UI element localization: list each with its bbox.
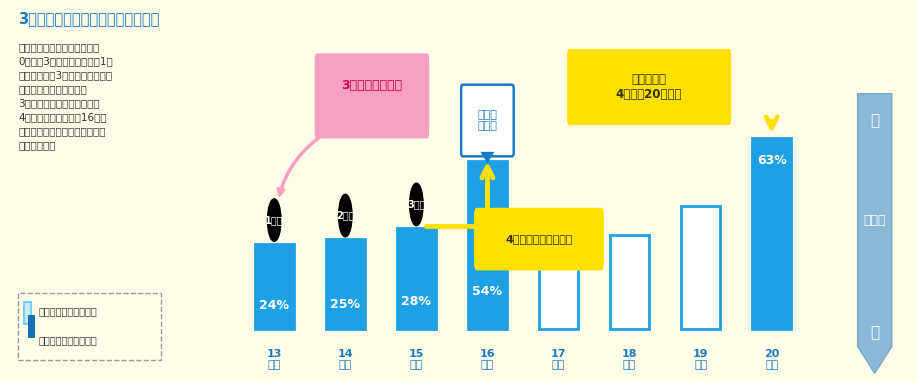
Text: 14
等級: 14 等級 — [338, 349, 353, 370]
Text: 17
等級: 17 等級 — [551, 349, 566, 370]
Text: 大: 大 — [870, 113, 879, 128]
Text: 18
等級: 18 等級 — [621, 349, 637, 370]
Text: 3等級ダウン事故発生時のイメージ: 3等級ダウン事故発生時のイメージ — [18, 11, 160, 26]
Circle shape — [409, 183, 423, 226]
Text: 63%: 63% — [756, 154, 787, 167]
Text: 「事故有」の割増引率: 「事故有」の割増引率 — [39, 335, 97, 345]
Text: 16
等級: 16 等級 — [479, 349, 495, 370]
Bar — [326, 239, 364, 329]
Text: 割引率: 割引率 — [864, 214, 886, 227]
Bar — [468, 161, 507, 329]
Bar — [28, 315, 35, 338]
Text: 「無事故」の割増引率: 「無事故」の割増引率 — [39, 306, 97, 316]
Text: 25%: 25% — [330, 298, 360, 311]
Text: 無事故なら
4年後に20等級へ: 無事故なら 4年後に20等級へ — [616, 73, 682, 101]
Text: 20
等級: 20 等級 — [764, 349, 779, 370]
Bar — [681, 206, 721, 329]
Text: 19
等級: 19 等級 — [693, 349, 709, 370]
Bar — [24, 302, 31, 324]
Text: 1年後: 1年後 — [265, 215, 284, 225]
FancyBboxPatch shape — [474, 208, 604, 270]
Text: 24%: 24% — [259, 299, 289, 312]
Bar — [752, 138, 791, 329]
Text: 13
等級: 13 等級 — [266, 349, 282, 370]
Bar — [468, 161, 507, 329]
Text: 15
等級: 15 等級 — [409, 349, 424, 370]
Text: 28%: 28% — [401, 295, 431, 309]
Bar — [397, 228, 436, 329]
Circle shape — [267, 199, 281, 241]
Bar — [397, 228, 436, 329]
Text: 小: 小 — [870, 325, 879, 341]
Polygon shape — [480, 152, 495, 163]
Text: 54%: 54% — [473, 285, 502, 298]
Text: 4年後には元の等級に: 4年後には元の等級に — [505, 234, 573, 244]
Bar — [326, 239, 364, 329]
Bar — [254, 244, 294, 329]
Text: 2年後: 2年後 — [336, 210, 354, 221]
Text: 3等級ダウン事故: 3等級ダウン事故 — [341, 79, 402, 92]
FancyBboxPatch shape — [461, 85, 514, 156]
Circle shape — [339, 194, 352, 237]
Text: 前契約（事故有係数適用期間
0年）に3等級ダウン事故が1件
あった場合、3年間「事故有」の
割増引率を適用します。
3年間無事故であった場合、
4年後に前契約と: 前契約（事故有係数適用期間 0年）に3等級ダウン事故が1件 あった場合、3年間「… — [18, 42, 113, 150]
Text: 前契約
の等級: 前契約 の等級 — [477, 110, 498, 131]
Bar — [752, 138, 791, 329]
Polygon shape — [857, 94, 891, 373]
Bar — [254, 244, 294, 329]
Bar — [610, 235, 649, 329]
Text: 3年後: 3年後 — [407, 199, 426, 209]
Bar — [539, 262, 578, 329]
FancyBboxPatch shape — [315, 53, 429, 138]
FancyBboxPatch shape — [567, 49, 732, 125]
